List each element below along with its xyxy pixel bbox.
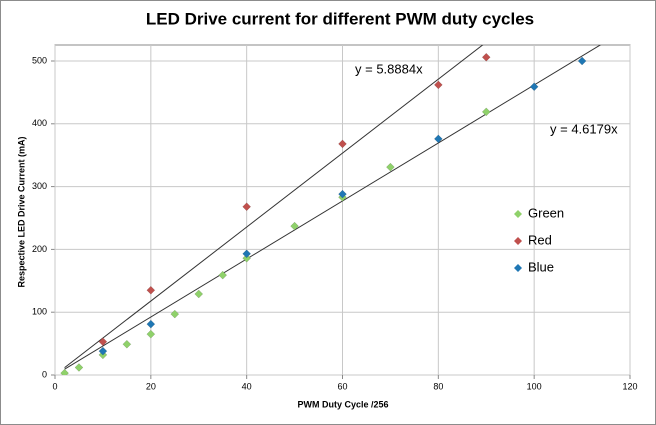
- data-point: [98, 346, 108, 356]
- plot-content: [60, 45, 602, 375]
- data-point: [146, 285, 156, 295]
- y-tick-label: 200: [32, 244, 47, 254]
- data-point: [194, 289, 204, 299]
- x-axis-title: PWM Duty Cycle /256: [297, 399, 388, 409]
- data-point: [74, 363, 84, 372]
- data-point: [481, 52, 491, 62]
- y-tick-label: 300: [32, 181, 47, 191]
- legend-label: Red: [528, 232, 552, 247]
- data-point: [146, 319, 156, 329]
- data-point: [60, 368, 69, 375]
- legend-marker: [514, 237, 522, 245]
- x-tick-label: 100: [527, 381, 542, 391]
- data-point: [386, 162, 395, 172]
- data-point: [577, 56, 587, 66]
- chart-title: LED Drive current for different PWM duty…: [146, 9, 534, 28]
- x-tick-label: 40: [242, 381, 252, 391]
- data-point: [122, 339, 132, 349]
- data-point: [218, 270, 228, 280]
- y-tick-label: 400: [32, 118, 47, 128]
- y-tick-label: 500: [32, 55, 47, 65]
- data-point: [170, 309, 180, 319]
- x-tick-label: 0: [52, 381, 57, 391]
- data-point: [433, 134, 443, 144]
- y-tick-label: 100: [32, 307, 47, 317]
- legend-label: Green: [528, 205, 564, 220]
- legend-marker: [514, 210, 522, 218]
- data-point: [242, 249, 252, 259]
- trendline-label: y = 5.8884x: [355, 61, 423, 76]
- y-tick-label: 0: [42, 369, 47, 379]
- data-point: [98, 337, 108, 347]
- data-point: [242, 253, 252, 263]
- data-point: [290, 221, 299, 231]
- x-tick-label: 80: [433, 381, 443, 391]
- y-axis-title: Respective LED Drive Current (mA): [16, 136, 26, 287]
- x-tick-label: 20: [146, 381, 156, 391]
- x-tick-label: 120: [622, 381, 637, 391]
- data-point: [242, 202, 252, 212]
- data-point: [481, 107, 491, 117]
- legend-label: Blue: [528, 259, 554, 274]
- x-tick-label: 60: [337, 381, 347, 391]
- data-point: [338, 189, 347, 199]
- data-point: [433, 80, 443, 90]
- data-point: [529, 82, 539, 92]
- data-point: [146, 329, 156, 339]
- trendline: [64, 45, 484, 368]
- legend-marker: [514, 264, 522, 272]
- trendline: [64, 45, 602, 370]
- data-point: [338, 139, 347, 149]
- trendline-label: y = 4.6179x: [550, 121, 618, 136]
